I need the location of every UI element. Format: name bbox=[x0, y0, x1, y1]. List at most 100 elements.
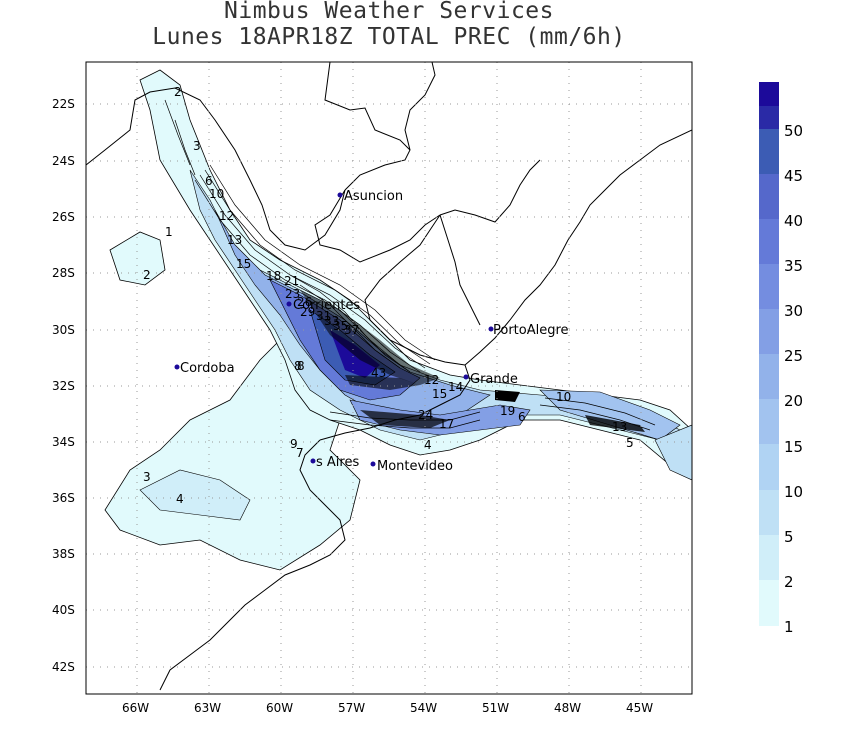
lon-label: 66W bbox=[122, 701, 149, 715]
legend-label: 35 bbox=[784, 257, 803, 275]
map-subtitle: Lunes 18APR18Z TOTAL PREC (mm/6h) bbox=[152, 24, 626, 50]
city-marker bbox=[370, 461, 376, 467]
map-title: Nimbus Weather Services bbox=[224, 0, 554, 24]
lat-label: 24S bbox=[52, 154, 75, 168]
contour-label: 15 bbox=[432, 387, 447, 401]
legend-swatch bbox=[759, 309, 779, 354]
legend-swatch bbox=[759, 399, 779, 444]
lon-label: 54W bbox=[410, 701, 437, 715]
lon-label: 48W bbox=[554, 701, 581, 715]
legend-label: 50 bbox=[784, 122, 803, 140]
lat-label: 36S bbox=[52, 491, 75, 505]
boundaries bbox=[86, 62, 692, 691]
lon-label: 45W bbox=[626, 701, 653, 715]
contour-label: 13 bbox=[612, 420, 627, 434]
contour-label: 6 bbox=[518, 410, 526, 424]
lon-label: 57W bbox=[338, 701, 365, 715]
legend-swatch bbox=[759, 580, 779, 626]
legend-label: 5 bbox=[784, 528, 794, 546]
lon-label: 60W bbox=[266, 701, 293, 715]
city-label-corrientes: Corrientes bbox=[293, 298, 360, 313]
legend-swatch bbox=[759, 219, 779, 264]
lat-label: 42S bbox=[52, 660, 75, 674]
contour-label: 7 bbox=[296, 446, 304, 460]
city-marker bbox=[337, 192, 343, 198]
lon-label: 63W bbox=[194, 701, 221, 715]
contour-label: 13 bbox=[227, 233, 242, 247]
city-label-rio-grande: Grande bbox=[470, 372, 518, 387]
legend-label: 25 bbox=[784, 347, 803, 365]
lat-label: 30S bbox=[52, 323, 75, 337]
legend-swatch bbox=[759, 490, 779, 535]
lat-axis: 22S 24S 26S 28S 30S 32S 34S 36S 38S 40S … bbox=[52, 97, 75, 674]
city-marker bbox=[488, 326, 494, 332]
contour-label: 2 bbox=[143, 268, 151, 282]
contour-label: 19 bbox=[500, 404, 515, 418]
city-label-montevideo: Montevideo bbox=[377, 459, 453, 474]
contour-label: 4 bbox=[176, 492, 184, 506]
lat-label: 38S bbox=[52, 547, 75, 561]
legend-swatch bbox=[759, 354, 779, 399]
lon-axis: 66W 63W 60W 57W 54W 51W 48W 45W bbox=[122, 701, 653, 715]
city-label-portoalegre: PortoAlegre bbox=[493, 323, 569, 338]
contour-label: 12 bbox=[424, 373, 439, 387]
gridlines bbox=[86, 62, 692, 694]
contour-label: 6 bbox=[205, 174, 213, 188]
legend-label: 10 bbox=[784, 483, 803, 501]
lon-label: 51W bbox=[482, 701, 509, 715]
contour-label: 17 bbox=[439, 417, 454, 431]
lat-label: 28S bbox=[52, 266, 75, 280]
city-label-asuncion: Asuncion bbox=[344, 189, 403, 204]
contour-label: 2 bbox=[174, 85, 182, 99]
contour-label: 43 bbox=[371, 366, 386, 380]
city-marker bbox=[463, 374, 469, 380]
legend-swatch bbox=[759, 129, 779, 174]
contour-label: 31 bbox=[316, 309, 331, 323]
legend-label: 20 bbox=[784, 392, 803, 410]
contour-label: 14 bbox=[448, 380, 463, 394]
legend-swatch bbox=[759, 535, 779, 580]
contour-label: 35 bbox=[333, 319, 348, 333]
legend-swatch bbox=[759, 106, 779, 129]
contour-value-labels: 2 3 4 6 8 10 12 13 15 18 21 23 26 29 31 … bbox=[143, 85, 634, 506]
contour-label: 8 bbox=[294, 359, 302, 373]
city-marker bbox=[286, 301, 292, 307]
contour-label: 18 bbox=[266, 269, 281, 283]
legend-label: 45 bbox=[784, 167, 803, 185]
contour-label: 21 bbox=[284, 274, 299, 288]
lat-label: 32S bbox=[52, 379, 75, 393]
legend-label: 1 bbox=[784, 618, 794, 636]
contour-label: 12 bbox=[219, 209, 234, 223]
legend-label: 30 bbox=[784, 302, 803, 320]
contour-label: 15 bbox=[236, 257, 251, 271]
contour-label: 5 bbox=[626, 436, 634, 450]
contour-label: 1 bbox=[165, 225, 173, 239]
contour-label: 4 bbox=[424, 438, 432, 452]
legend-swatch bbox=[759, 174, 779, 219]
contour-label: 23 bbox=[285, 287, 300, 301]
contour-label: 9 bbox=[290, 437, 298, 451]
contour-label: 3 bbox=[143, 470, 151, 484]
legend-label: 2 bbox=[784, 573, 794, 591]
lat-label: 26S bbox=[52, 210, 75, 224]
contour-label: 3 bbox=[193, 139, 201, 153]
color-legend: 1 2 5 10 15 20 25 30 35 40 45 50 bbox=[759, 82, 803, 636]
legend-swatch bbox=[759, 82, 779, 106]
city-markers: Asuncion Cordoba PortoAlegre Montevideo … bbox=[174, 189, 569, 474]
map-frame bbox=[85, 61, 693, 695]
lat-label: 34S bbox=[52, 435, 75, 449]
lat-label: 22S bbox=[52, 97, 75, 111]
contour-label: 10 bbox=[556, 390, 571, 404]
lat-label: 40S bbox=[52, 603, 75, 617]
city-marker bbox=[174, 364, 180, 370]
legend-label: 40 bbox=[784, 212, 803, 230]
legend-swatch bbox=[759, 444, 779, 490]
contour-label: 8 bbox=[297, 359, 305, 373]
contour-label: 33 bbox=[324, 314, 339, 328]
contour-label: 10 bbox=[209, 187, 224, 201]
contour-label: 24 bbox=[418, 408, 433, 422]
city-label-buenos-aires: s Aires bbox=[316, 455, 359, 470]
legend-label: 15 bbox=[784, 438, 803, 456]
city-marker bbox=[310, 458, 316, 464]
